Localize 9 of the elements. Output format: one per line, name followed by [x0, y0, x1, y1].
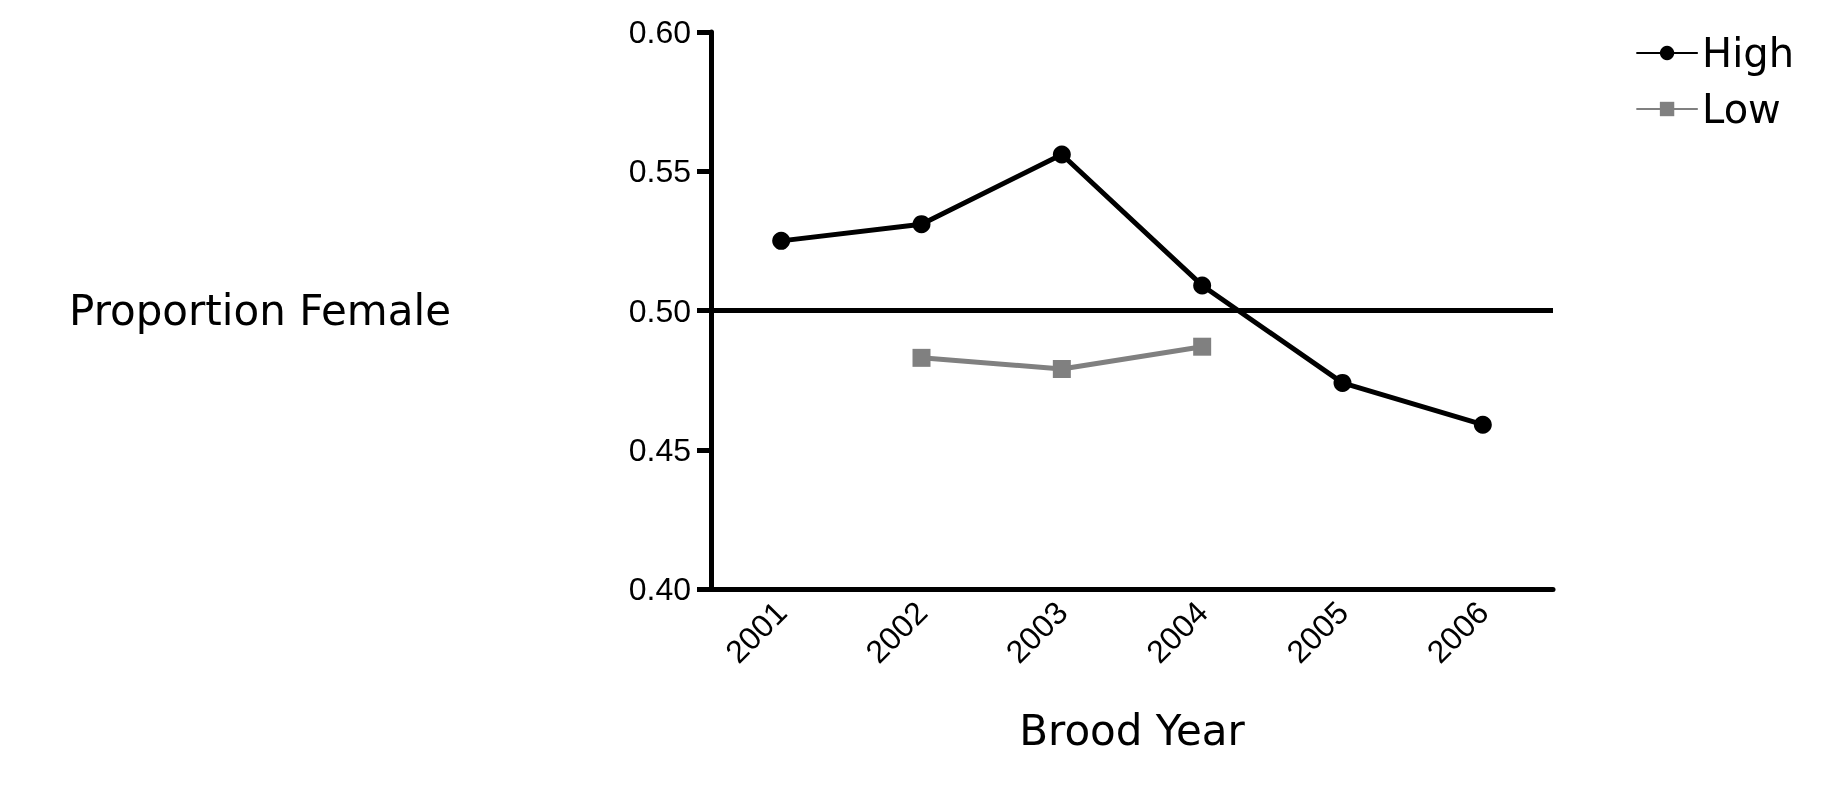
legend-label: Low: [1702, 86, 1781, 132]
y-tick-label: 0.60: [628, 14, 691, 50]
y-axis-title: Proportion Female: [69, 286, 451, 335]
legend-label: High: [1702, 30, 1794, 76]
x-axis-title: Brood Year: [1019, 705, 1246, 755]
y-tick-label: 0.45: [628, 431, 691, 468]
y-tick-label: 0.50: [628, 292, 691, 329]
y-tick-label: 0.55: [628, 153, 691, 190]
y-tick-label: 0.40: [628, 571, 691, 607]
